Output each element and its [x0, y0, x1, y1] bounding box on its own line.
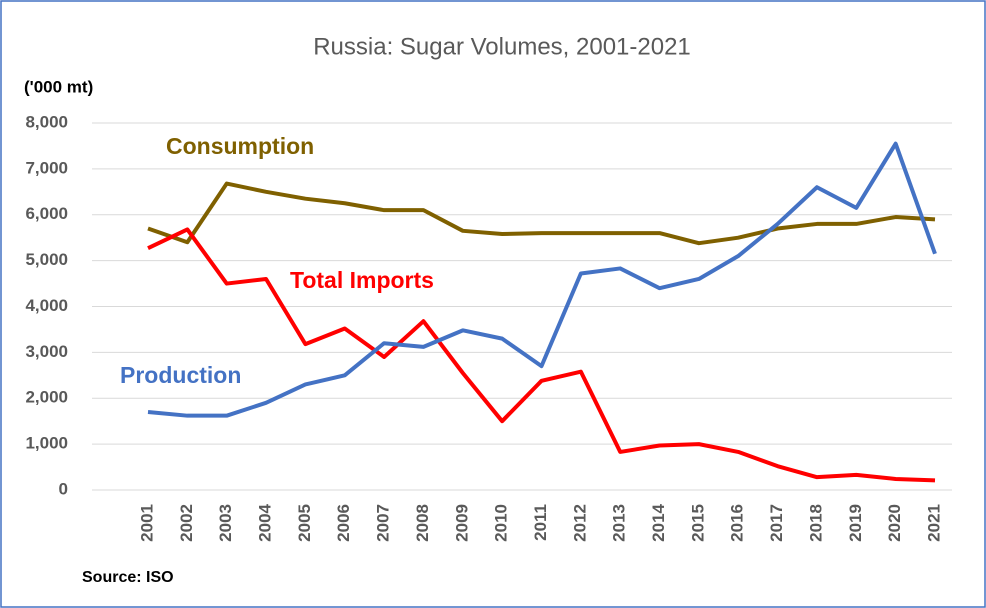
x-tick-label: 2002: [177, 504, 196, 542]
x-tick-label: 2008: [413, 504, 432, 542]
x-tick-label: 2003: [216, 504, 235, 542]
y-axis-label: ('000 mt): [24, 77, 93, 96]
x-tick-label: 2004: [256, 503, 275, 541]
series-label: Total Imports: [290, 267, 434, 293]
x-tick-label: 2018: [806, 504, 825, 542]
series-label: Production: [120, 362, 241, 388]
x-tick-label: 2013: [610, 504, 629, 542]
x-tick-label: 2017: [767, 504, 786, 542]
x-tick-label: 2016: [728, 504, 747, 542]
x-tick-label: 2021: [924, 504, 943, 542]
x-tick-label: 2015: [688, 504, 707, 542]
y-tick-label: 7,000: [25, 158, 68, 177]
x-tick-label: 2020: [885, 504, 904, 542]
y-tick-label: 4,000: [25, 296, 68, 315]
x-tick-label: 2012: [570, 504, 589, 542]
source: Source: ISO: [82, 569, 174, 586]
x-tick-label: 2006: [334, 504, 353, 542]
series-label: Consumption: [166, 133, 314, 159]
x-tick-label: 2014: [649, 503, 668, 541]
y-tick-label: 8,000: [25, 112, 68, 131]
y-tick-label: 1,000: [25, 434, 68, 453]
x-tick-label: 2009: [452, 504, 471, 542]
y-tick-label: 6,000: [25, 204, 68, 223]
x-tick-label: 2005: [295, 504, 314, 542]
x-tick-label: 2011: [531, 504, 550, 541]
series-line: [147, 141, 937, 418]
chart-title: Russia: Sugar Volumes, 2001-2021: [313, 33, 691, 60]
x-tick-label: 2007: [374, 504, 393, 542]
x-tick-label: 2019: [846, 504, 865, 542]
y-tick-label: 5,000: [25, 250, 68, 269]
y-tick-label: 2,000: [25, 388, 68, 407]
y-tick-label: 3,000: [25, 342, 68, 361]
series-line: [147, 227, 936, 483]
series-line: [147, 181, 936, 246]
x-tick-label: 2001: [137, 504, 156, 542]
x-tick-label: 2010: [492, 504, 511, 542]
y-tick-label: 0: [59, 479, 68, 498]
